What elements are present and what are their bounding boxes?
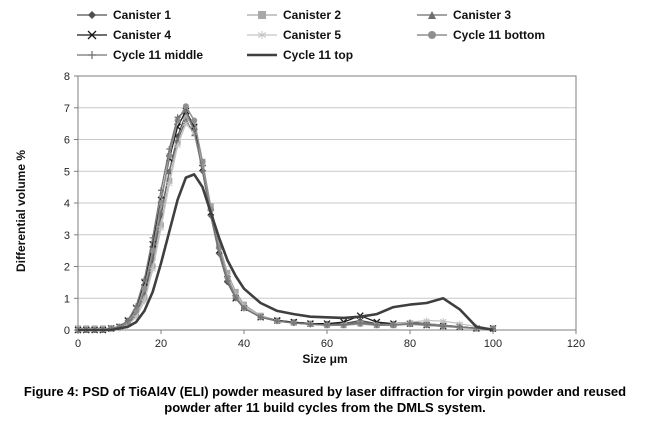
legend-label: Cycle 11 middle (113, 47, 204, 62)
svg-text:4: 4 (64, 198, 70, 210)
legend-item-canister-2: Canister 2 (246, 6, 414, 23)
asterisk-marker-icon (247, 30, 277, 39)
svg-text:100: 100 (484, 338, 502, 350)
svg-text:80: 80 (404, 338, 416, 350)
legend-label: Cycle 11 bottom (453, 27, 546, 42)
svg-text:8: 8 (64, 71, 70, 83)
svg-text:2: 2 (64, 262, 70, 274)
svg-text:0: 0 (64, 325, 70, 337)
svg-text:40: 40 (238, 338, 250, 350)
svg-text:1: 1 (64, 293, 70, 305)
legend-item-cycle-11-middle: Cycle 11 middle (76, 46, 244, 63)
legend-item-canister-5: Canister 5 (246, 26, 414, 43)
plus-marker-icon (77, 50, 107, 59)
square-marker-icon (247, 10, 277, 19)
legend-label: Canister 4 (113, 27, 172, 42)
legend-label: Canister 5 (283, 27, 342, 42)
legend-item-cycle-11-top: Cycle 11 top (246, 46, 414, 63)
legend-item-canister-1: Canister 1 (76, 6, 244, 23)
x-marker-icon (77, 30, 107, 39)
legend-label: Canister 1 (113, 7, 172, 22)
x-axis-title: Size μm (302, 352, 348, 366)
legend-label: Cycle 11 top (283, 47, 354, 62)
legend-item-cycle-11-bottom: Cycle 11 bottom (416, 26, 616, 43)
legend-item-canister-3: Canister 3 (416, 6, 616, 23)
triangle-marker-icon (417, 10, 447, 19)
svg-text:7: 7 (64, 103, 70, 115)
svg-text:0: 0 (75, 338, 81, 350)
svg-text:5: 5 (64, 166, 70, 178)
figure-caption: Figure 4: PSD of Ti6Al4V (ELI) powder me… (23, 384, 627, 416)
diamond-marker-icon (77, 10, 107, 19)
svg-text:3: 3 (64, 230, 70, 242)
svg-text:60: 60 (321, 338, 333, 350)
svg-text:120: 120 (567, 338, 585, 350)
legend-label: Canister 2 (283, 7, 342, 22)
chart-legend: Canister 1 Canister 2 Canister 3 Canister 4… (76, 6, 632, 63)
legend-label: Canister 3 (453, 7, 512, 22)
svg-text:20: 20 (155, 338, 167, 350)
circle-marker-icon (417, 30, 447, 39)
legend-item-canister-4: Canister 4 (76, 26, 244, 43)
svg-text:6: 6 (64, 135, 70, 147)
line-marker-icon (247, 53, 277, 56)
